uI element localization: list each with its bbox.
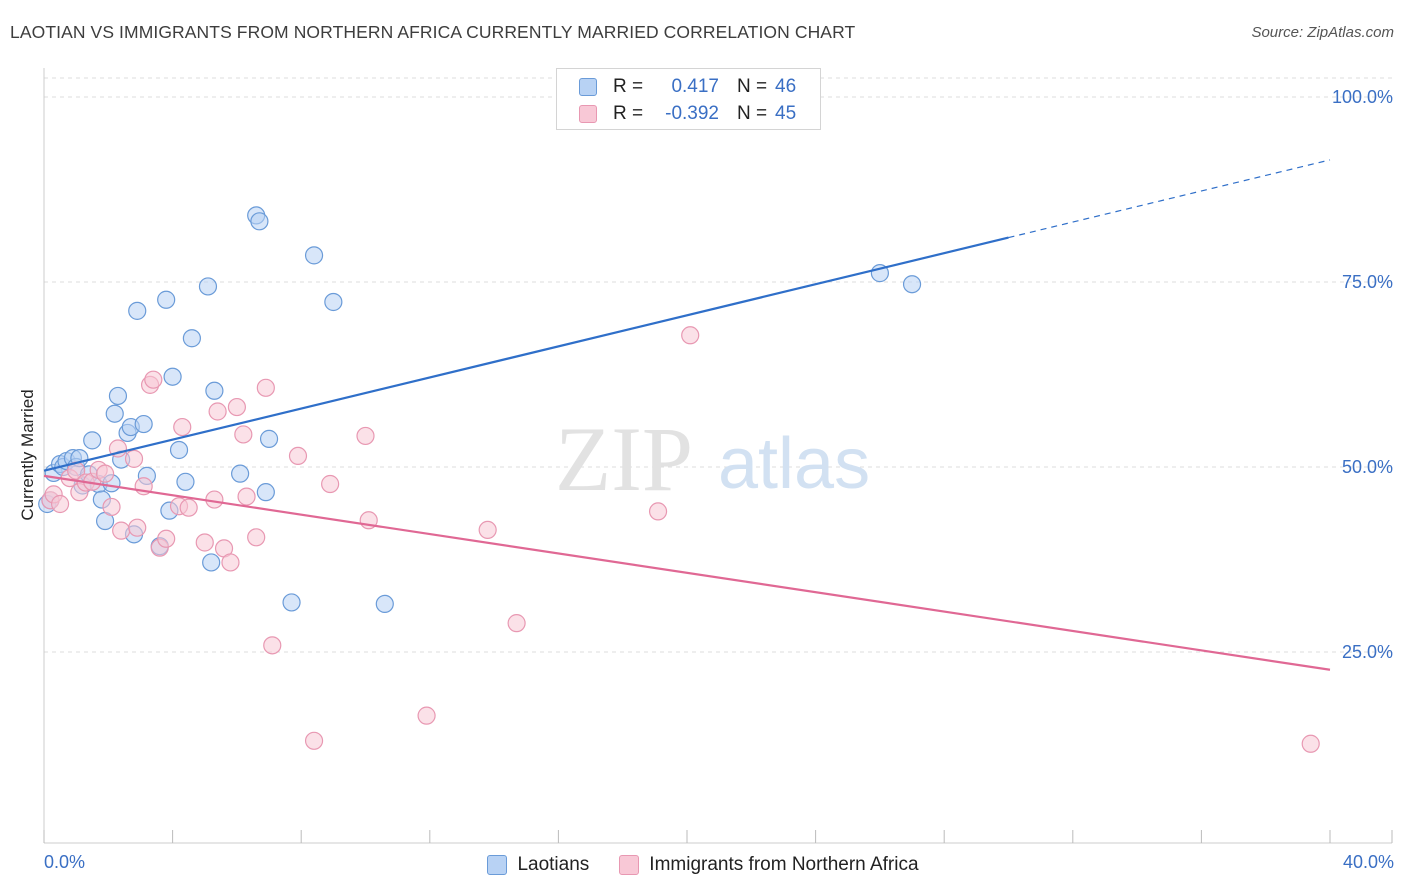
data-point <box>1301 734 1320 753</box>
data-point <box>124 449 144 468</box>
data-point <box>282 593 301 612</box>
legend-label-laotians: Laotians <box>517 854 590 875</box>
series-legend: Laotians Immigrants from Northern Africa <box>0 852 1406 878</box>
data-point <box>237 487 256 506</box>
data-point <box>247 528 266 547</box>
data-point <box>173 417 192 437</box>
data-point <box>105 404 124 423</box>
data-point <box>157 290 176 309</box>
axes <box>43 68 1393 844</box>
source-label: Source: ZipAtlas.com <box>1251 24 1394 41</box>
legend-swatch-pink <box>579 105 597 123</box>
data-point <box>256 378 275 397</box>
data-point <box>198 277 218 296</box>
correlation-legend: R = 0.417 N = 46 R = -0.392 N = 45 <box>556 68 821 130</box>
legend-swatch-blue <box>579 78 597 96</box>
data-point <box>648 502 668 521</box>
legend-r-label: R = <box>613 76 644 97</box>
watermark-zip: ZIP <box>555 408 693 510</box>
data-point <box>231 464 250 483</box>
laotians-trend-line <box>43 236 1009 472</box>
data-point <box>375 594 394 614</box>
laotians-trend-extension <box>1008 159 1331 239</box>
data-point <box>288 446 308 465</box>
legend-n-label: N = <box>737 76 768 97</box>
data-point <box>259 429 279 448</box>
data-point <box>112 521 131 540</box>
data-point <box>304 731 324 750</box>
data-point <box>221 553 240 572</box>
data-point <box>102 497 121 517</box>
data-point <box>83 431 102 450</box>
data-point <box>202 553 221 572</box>
data-point <box>250 212 269 231</box>
legend-swatch-pink <box>619 855 640 875</box>
x-tick-label-max: 40.0% <box>1342 852 1394 872</box>
data-point <box>163 367 182 386</box>
data-point <box>182 329 201 348</box>
legend-swatch-blue <box>487 855 508 875</box>
y-tick-label: 25.0% <box>1342 642 1393 662</box>
data-point <box>108 386 128 406</box>
legend-label-northern-africa: Immigrants from Northern Africa <box>649 854 919 875</box>
data-point <box>256 483 275 502</box>
data-point <box>356 426 375 446</box>
legend-n-label: N = <box>737 103 768 124</box>
data-point <box>507 614 526 633</box>
data-point <box>321 474 340 494</box>
legend-r-label: R = <box>613 103 644 124</box>
watermark: ZIP atlas <box>555 408 870 510</box>
data-point <box>144 370 163 389</box>
legend-item-laotians: Laotians <box>487 854 589 876</box>
y-tick-labels: 25.0% 50.0% 75.0% 100.0% <box>1332 87 1393 662</box>
data-point <box>234 425 253 444</box>
data-point <box>902 275 922 294</box>
data-point <box>208 402 227 421</box>
legend-n-value: 45 <box>775 103 797 124</box>
data-point <box>50 494 70 514</box>
legend-r-value: -0.392 <box>665 103 719 124</box>
northern-africa-points <box>41 326 1320 753</box>
data-point <box>324 292 343 312</box>
data-point <box>128 301 147 320</box>
data-point <box>176 472 195 491</box>
y-tick-label: 50.0% <box>1342 457 1393 477</box>
data-point <box>681 326 700 345</box>
data-point <box>205 381 224 400</box>
data-point <box>304 246 324 265</box>
y-tick-label: 75.0% <box>1342 272 1393 292</box>
y-tick-label: 100.0% <box>1332 87 1393 107</box>
trend-lines <box>43 159 1331 671</box>
legend-row-northern-africa: R = -0.392 N = 45 <box>579 102 796 126</box>
data-point <box>95 464 115 483</box>
data-point <box>195 533 214 552</box>
watermark-atlas: atlas <box>718 424 870 504</box>
data-point <box>417 706 436 725</box>
data-point <box>227 397 246 417</box>
data-point <box>169 440 189 460</box>
legend-n-value: 46 <box>775 76 797 97</box>
legend-item-northern-africa: Immigrants from Northern Africa <box>619 854 919 876</box>
data-point <box>128 518 147 537</box>
gridlines <box>44 77 1392 653</box>
laotians-points <box>38 206 922 614</box>
data-point <box>478 520 497 540</box>
northern-africa-trend-line <box>43 474 1331 671</box>
data-point <box>134 414 153 434</box>
x-tick-label-min: 0.0% <box>44 852 86 872</box>
data-point <box>157 529 176 548</box>
data-point <box>179 498 198 517</box>
legend-row-laotians: R = 0.417 N = 46 <box>579 75 796 99</box>
chart-title: LAOTIAN VS IMMIGRANTS FROM NORTHERN AFRI… <box>10 22 856 42</box>
legend-r-value: 0.417 <box>671 76 719 97</box>
data-point <box>263 636 282 655</box>
